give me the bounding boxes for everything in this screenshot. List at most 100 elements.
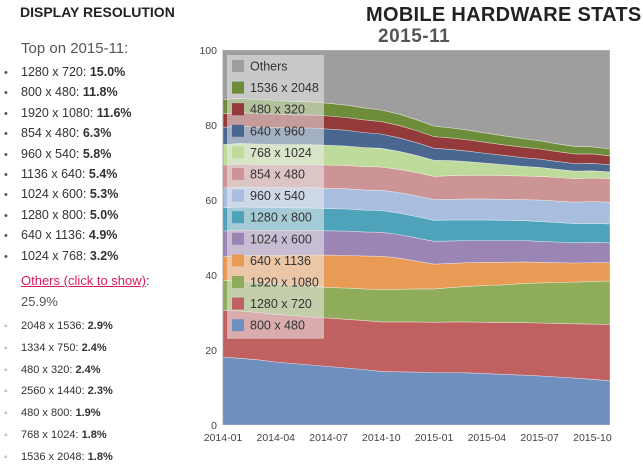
bullet-icon: • xyxy=(4,67,8,79)
bullet-icon: ◦ xyxy=(4,451,8,463)
resolution-share: 6.3% xyxy=(82,126,112,141)
legend-swatch xyxy=(232,232,244,245)
app-title: MOBILE HARDWARE STATS xyxy=(366,4,642,26)
y-tick-label: 60 xyxy=(205,195,217,207)
resolution-share: 5.4% xyxy=(88,166,118,181)
other-resolution-item: ◦ 1536 x 2048: 1.8% xyxy=(4,447,113,469)
y-tick-label: 0 xyxy=(211,420,217,432)
legend-label: 1024 x 600 xyxy=(250,232,312,246)
legend-swatch xyxy=(232,81,244,94)
legend-label: 640 x 960 xyxy=(250,124,305,138)
resolution-share: 5.8% xyxy=(82,146,112,161)
resolution-share: 4.9% xyxy=(88,228,118,243)
chart-legend: Others 1536 x 2048 480 x 320 640 x 960 768 x… xyxy=(227,55,324,339)
top-resolution-item: • 1280 x 800: 5.0% xyxy=(4,205,132,225)
other-resolution-item: ◦ 480 x 320: 2.4% xyxy=(4,360,113,382)
legend-label: 854 x 480 xyxy=(250,168,305,182)
resolution-share: 1.8% xyxy=(81,428,107,441)
legend-label: 768 x 1024 xyxy=(250,146,312,160)
top-resolution-item: • 1024 x 768: 3.2% xyxy=(4,246,132,266)
x-axis: 2014-01 2014-04 2014-07 2014-10 2015-01 2015-… xyxy=(204,432,612,444)
resolution-label: 854 x 480: xyxy=(21,126,83,141)
x-tick-label: 2014-07 xyxy=(309,432,348,444)
x-tick-label: 2014-01 xyxy=(204,432,243,444)
bullet-icon: • xyxy=(4,189,8,202)
app-subtitle: 2015-11 xyxy=(378,26,451,47)
others-line: Others (click to show): xyxy=(21,273,150,288)
legend-swatch xyxy=(232,276,244,288)
legend-swatch xyxy=(232,254,244,267)
x-tick-label: 2014-04 xyxy=(256,432,295,444)
y-tick-label: 40 xyxy=(205,270,217,282)
y-tick-label: 80 xyxy=(205,120,217,132)
bullet-icon: • xyxy=(4,230,8,243)
resolution-label: 1334 x 750: xyxy=(21,341,82,354)
top-resolution-item: • 800 x 480: 11.8% xyxy=(4,82,132,102)
legend-swatch xyxy=(232,124,244,137)
resolution-share: 11.8% xyxy=(82,85,118,100)
other-resolution-item: ◦ 1334 x 750: 2.4% xyxy=(4,338,113,360)
other-resolution-item: ◦ 2048 x 1536: 2.9% xyxy=(4,316,113,338)
resolution-label: 1024 x 600: xyxy=(21,187,90,202)
legend-label: 1536 x 2048 xyxy=(250,81,319,95)
legend-label: Others xyxy=(250,60,288,74)
x-tick-label: 2015-10 xyxy=(573,432,612,444)
legend-label: 640 x 1136 xyxy=(250,254,311,268)
legend-swatch xyxy=(232,168,244,180)
bullet-icon: ◦ xyxy=(4,408,8,420)
legend-label: 1280 x 720 xyxy=(250,297,312,311)
resolution-share: 2.3% xyxy=(87,385,113,398)
y-axis: 0 20 40 60 80 100 xyxy=(199,45,224,432)
top-resolution-item: • 854 x 480: 6.3% xyxy=(4,123,132,143)
resolution-label: 480 x 320: xyxy=(21,363,76,376)
resolution-label: 1280 x 800: xyxy=(21,207,90,222)
legend-swatch xyxy=(232,297,244,310)
resolution-share: 2.4% xyxy=(81,341,107,354)
legend-label: 1280 x 800 xyxy=(250,211,312,225)
others-percentage: 25.9% xyxy=(21,294,58,309)
top-heading: Top on 2015-11: xyxy=(21,40,129,57)
bullet-icon: • xyxy=(4,148,8,161)
resolution-share: 2.9% xyxy=(87,320,113,332)
bullet-icon: ◦ xyxy=(4,429,8,441)
section-title: DISPLAY RESOLUTION xyxy=(20,4,175,20)
top-resolution-item: • 1920 x 1080: 11.6% xyxy=(4,103,132,123)
bullet-icon: • xyxy=(4,209,8,222)
legend-swatch xyxy=(232,189,244,202)
other-resolution-item: ◦ 768 x 1024: 1.8% xyxy=(4,425,113,447)
y-tick-label: 100 xyxy=(199,45,217,57)
legend-swatch xyxy=(232,103,244,116)
others-toggle-link[interactable]: Others (click to show) xyxy=(21,273,146,288)
top-resolution-item: • 1136 x 640: 5.4% xyxy=(4,164,132,184)
others-suffix: : xyxy=(145,273,150,288)
other-resolution-list: ◦ 2048 x 1536: 2.9% ◦ 1334 x 750: 2.4% ◦ 480 … xyxy=(4,316,113,469)
legend-swatch xyxy=(232,60,244,72)
top-resolution-item: • 1280 x 720: 15.0% xyxy=(4,62,132,82)
top-resolution-item: • 960 x 540: 5.8% xyxy=(4,144,132,164)
resolution-share: 15.0% xyxy=(89,65,126,79)
resolution-share: 3.2% xyxy=(89,248,119,263)
resolution-label: 1136 x 640: xyxy=(21,166,89,181)
legend-swatch xyxy=(232,211,244,224)
resolution-share: 5.0% xyxy=(89,207,119,222)
resolution-label: 2560 x 1440: xyxy=(21,385,88,398)
resolution-share: 5.3% xyxy=(89,187,119,202)
bullet-icon: • xyxy=(4,168,8,181)
x-tick-label: 2014-10 xyxy=(362,432,401,444)
legend-label: 480 x 320 xyxy=(250,103,305,117)
legend-swatch xyxy=(232,319,244,332)
resolution-label: 640 x 1136: xyxy=(21,228,89,243)
resolution-label: 480 x 800: xyxy=(21,407,76,420)
legend-label: 1920 x 1080 xyxy=(250,276,319,290)
legend-swatch xyxy=(232,146,244,159)
resolution-label: 1280 x 720: xyxy=(21,65,90,79)
resolution-share: 1.9% xyxy=(75,407,101,420)
legend-label: 960 x 540 xyxy=(250,189,305,203)
top-resolution-item: • 640 x 1136: 4.9% xyxy=(4,225,132,245)
x-tick-label: 2015-07 xyxy=(520,432,559,444)
other-resolution-item: ◦ 480 x 800: 1.9% xyxy=(4,403,113,425)
top-resolution-list: • 1280 x 720: 15.0% • 800 x 480: 11.8% • 1920… xyxy=(4,62,132,266)
x-tick-label: 2015-04 xyxy=(468,432,507,444)
bullet-icon: • xyxy=(4,87,8,100)
